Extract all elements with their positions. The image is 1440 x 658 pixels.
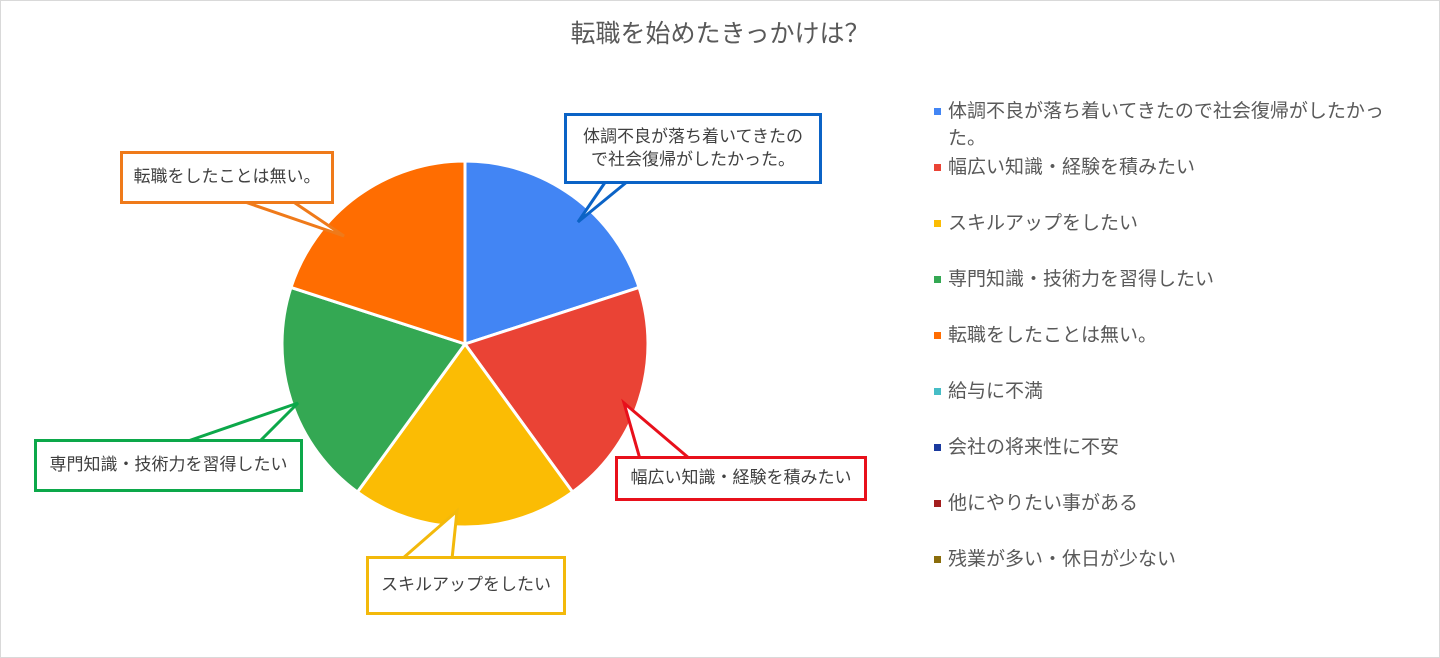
callout-pointer-4 [241,199,345,238]
legend-swatch-icon [934,164,941,171]
pie-slice-2 [355,342,575,529]
legend-item: スキルアップをしたい [934,210,1414,266]
legend-swatch-icon [934,332,941,339]
legend-label: 会社の将来性に不安 [948,436,1120,458]
callout-label-2: スキルアップをしたい [366,556,566,615]
legend-label: 残業が多い・休日が少ない [948,548,1177,570]
legend-item: 残業が多い・休日が少ない [934,546,1414,602]
legend-swatch-icon [934,556,941,563]
pie-slice-1 [463,285,650,494]
callout-label-3: 専門知識・技術力を習得したい [34,439,303,492]
callout-label-0: 体調不良が落ち着いてきたの で社会復帰がしたかった。 [564,113,822,184]
legend-item: 転職をしたことは無い。 [934,322,1414,378]
legend-swatch-icon [934,388,941,395]
legend-item: 会社の将来性に不安 [934,434,1414,490]
legend-label: スキルアップをしたい [948,212,1139,234]
legend-item: 他にやりたい事がある [934,490,1414,546]
legend-swatch-icon [934,500,941,507]
callout-pointer-1 [621,398,695,461]
pie-slice-0 [463,159,641,346]
legend-swatch-icon [934,220,941,227]
legend-label: 体調不良が落ち着いてきたので社会復帰がしたかった。 [948,100,1384,149]
callout-label-4: 転職をしたことは無い。 [120,151,334,204]
legend-swatch-icon [934,444,941,451]
legend-item: 専門知識・技術力を習得したい [934,266,1414,322]
legend-item: 幅広い知識・経験を積みたい [934,154,1414,210]
legend-item: 給与に不満 [934,378,1414,434]
callout-pointer-3 [187,401,300,443]
pie-slice-4 [289,159,467,346]
callout-pointer-0 [576,179,633,224]
legend-swatch-icon [934,276,941,283]
legend-item: 体調不良が落ち着いてきたので社会復帰がしたかった。 [934,98,1414,154]
legend-label: 幅広い知識・経験を積みたい [948,156,1196,178]
chart-title: 転職を始めたきっかけは？ [570,19,870,48]
legend-label: 給与に不満 [948,380,1044,402]
legend-swatch-icon [934,108,941,115]
callout-label-1: 幅広い知識・経験を積みたい [615,456,867,501]
legend: 体調不良が落ち着いてきたので社会復帰がしたかった。 幅広い知識・経験を積みたい … [934,98,1414,602]
legend-label: 専門知識・技術力を習得したい [948,268,1215,290]
legend-label: 転職をしたことは無い。 [948,324,1158,346]
legend-label: 他にやりたい事がある [948,492,1139,514]
pie-slice-3 [280,285,467,494]
